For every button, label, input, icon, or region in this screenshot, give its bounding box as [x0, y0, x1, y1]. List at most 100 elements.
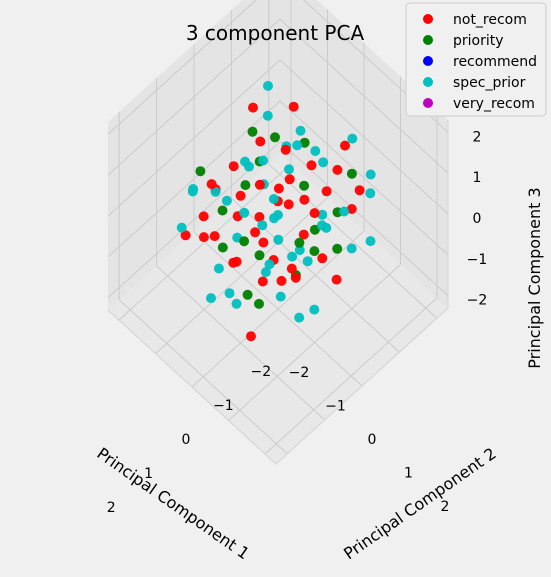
- point-spec-prior: [287, 252, 297, 262]
- point-spec-prior: [269, 213, 279, 223]
- z-tick-label: 0: [473, 211, 482, 227]
- point-not-recom: [332, 165, 342, 175]
- point-priority: [239, 236, 249, 246]
- point-not-recom: [258, 277, 268, 287]
- legend-label-recommend: recommend: [453, 54, 537, 70]
- point-priority: [309, 246, 319, 256]
- legend-label-priority: priority: [453, 33, 504, 49]
- x-tick-label: −1: [213, 398, 234, 414]
- legend-marker-not-recom: [423, 14, 433, 24]
- point-not-recom: [289, 102, 299, 112]
- point-spec-prior: [214, 264, 224, 274]
- axis-panes: [108, 0, 448, 464]
- point-spec-prior: [258, 156, 268, 166]
- point-not-recom: [307, 160, 317, 170]
- point-not-recom: [317, 253, 327, 263]
- point-not-recom: [199, 211, 209, 221]
- point-priority: [218, 206, 228, 216]
- point-spec-prior: [296, 126, 306, 136]
- point-spec-prior: [339, 207, 349, 217]
- point-spec-prior: [303, 256, 313, 266]
- point-not-recom: [284, 199, 294, 209]
- point-not-recom: [199, 232, 209, 242]
- point-spec-prior: [347, 244, 357, 254]
- point-spec-prior: [284, 164, 294, 174]
- point-spec-prior: [365, 188, 375, 198]
- point-spec-prior: [318, 157, 328, 167]
- point-not-recom: [299, 195, 309, 205]
- point-not-recom: [255, 137, 265, 147]
- legend-marker-recommend: [423, 56, 433, 66]
- legend: not_recom priority recommend spec_priorvery…: [406, 3, 546, 116]
- point-not-recom: [248, 103, 258, 113]
- z-tick-label: −2: [467, 293, 488, 309]
- z-axis-label: Principal Component 3: [525, 187, 544, 368]
- point-not-recom: [210, 231, 220, 241]
- point-priority: [332, 244, 342, 254]
- point-not-recom: [291, 273, 301, 283]
- point-priority: [243, 290, 253, 300]
- point-not-recom: [207, 179, 217, 189]
- point-spec-prior: [239, 208, 249, 218]
- point-not-recom: [332, 275, 342, 285]
- point-not-recom: [322, 186, 332, 196]
- y-tick-label: 0: [368, 432, 377, 448]
- point-not-recom: [277, 276, 287, 286]
- legend-label-not-recom: not_recom: [453, 12, 527, 28]
- point-priority: [240, 180, 250, 190]
- point-not-recom: [310, 208, 320, 218]
- point-spec-prior: [366, 236, 376, 246]
- z-tick-label: 2: [473, 129, 482, 145]
- point-not-recom: [258, 238, 268, 248]
- point-priority: [218, 243, 228, 253]
- point-not-recom: [232, 257, 242, 267]
- legend-label-spec-prior: spec_prior: [453, 75, 526, 91]
- point-priority: [294, 238, 304, 248]
- point-spec-prior: [309, 305, 319, 315]
- point-not-recom: [285, 174, 295, 184]
- legend-marker-priority: [423, 35, 433, 45]
- point-priority: [195, 166, 205, 176]
- point-priority: [254, 299, 264, 309]
- point-priority: [299, 181, 309, 191]
- point-not-recom: [255, 180, 265, 190]
- point-not-recom: [250, 227, 260, 237]
- y-tick-label: −1: [325, 399, 346, 415]
- point-not-recom: [236, 191, 246, 201]
- point-spec-prior: [269, 194, 279, 204]
- point-spec-prior: [225, 288, 235, 298]
- point-spec-prior: [292, 140, 302, 150]
- z-tick-label: −1: [467, 252, 488, 268]
- point-not-recom: [287, 264, 297, 274]
- y-tick-label: −2: [289, 365, 310, 381]
- point-spec-prior: [276, 292, 286, 302]
- legend-label-very-recom: very_recom: [453, 96, 535, 112]
- x-tick-label: −2: [250, 364, 271, 380]
- point-spec-prior: [263, 111, 273, 121]
- point-spec-prior: [310, 146, 320, 156]
- point-spec-prior: [366, 170, 376, 180]
- point-spec-prior: [232, 299, 242, 309]
- point-priority: [255, 250, 265, 260]
- point-spec-prior: [188, 187, 198, 197]
- point-not-recom: [355, 185, 365, 195]
- point-spec-prior: [317, 220, 327, 230]
- point-spec-prior: [294, 313, 304, 323]
- point-priority: [270, 132, 280, 142]
- z-tick-label: 1: [473, 170, 482, 186]
- x-tick-label: 2: [107, 500, 116, 516]
- point-spec-prior: [177, 223, 187, 233]
- point-spec-prior: [257, 220, 267, 230]
- point-spec-prior: [240, 157, 250, 167]
- point-spec-prior: [263, 81, 273, 91]
- x-tick-label: 0: [182, 432, 191, 448]
- y-tick-label: 2: [441, 499, 450, 515]
- point-not-recom: [229, 161, 239, 171]
- point-not-recom: [281, 145, 291, 155]
- point-spec-prior: [264, 259, 274, 269]
- y-axis-label: Principal Component 2: [340, 444, 500, 564]
- point-not-recom: [246, 331, 256, 341]
- point-priority: [347, 169, 357, 179]
